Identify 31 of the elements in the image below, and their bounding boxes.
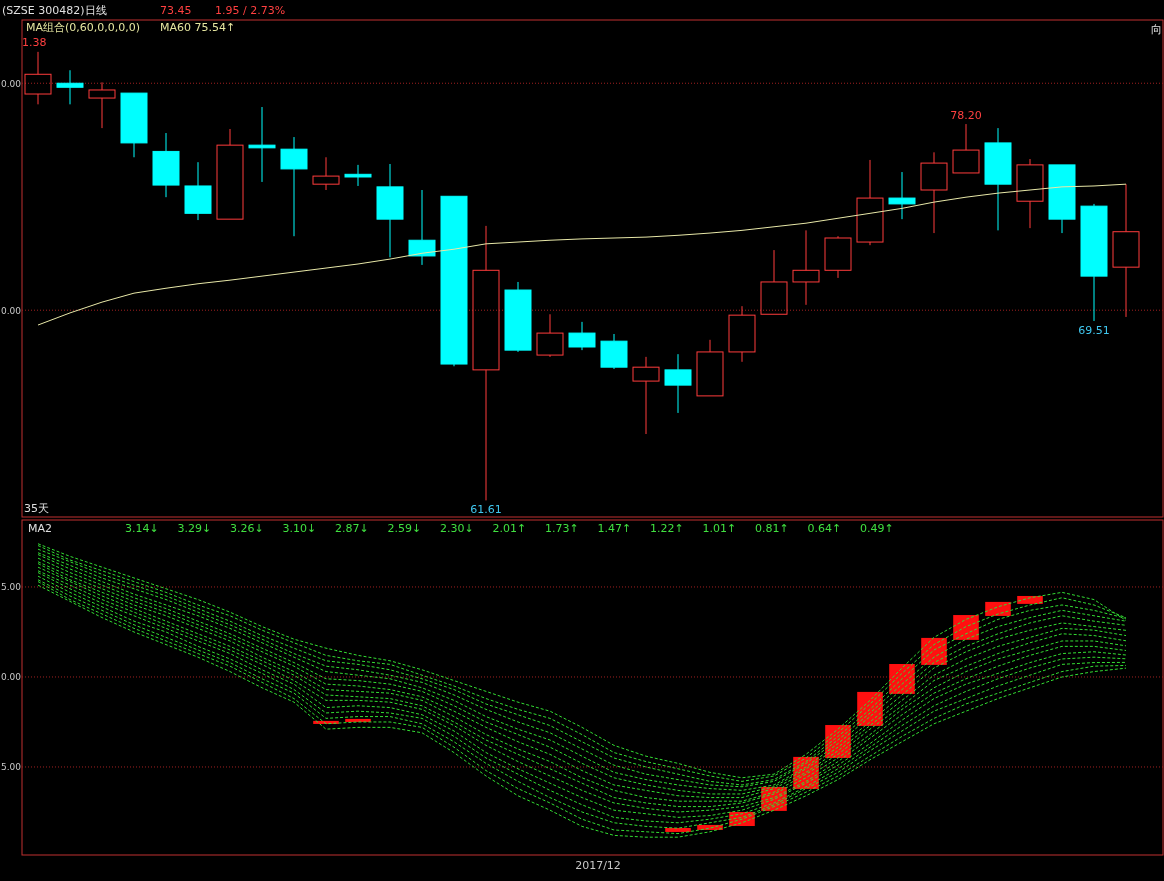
annotation: 3.14↓ [125, 522, 159, 535]
annotation: 0.49↑ [860, 522, 894, 535]
text: 1.95 / 2.73% [215, 4, 286, 17]
annotation: 1.01↑ [702, 522, 737, 535]
annotation: 2.87↓ [335, 522, 369, 535]
text: 向 [1151, 23, 1162, 36]
text: MA60 75.54↑ [160, 21, 236, 34]
y-tick-label: 5.00 [1, 582, 22, 593]
annotation: 0.81↑ [755, 522, 789, 535]
annotation: 2.59↓ [387, 522, 422, 535]
annotation: 1.47↑ [597, 522, 632, 535]
annotation: 2.01↑ [492, 522, 527, 535]
annotation: 78.20 [950, 109, 982, 123]
text: MA组合(0,60,0,0,0,0) [26, 21, 141, 34]
text: 1.38 [22, 36, 47, 49]
text: 35天 [24, 502, 49, 515]
text: 73.45 [160, 4, 192, 17]
text: 2017/12 [575, 859, 621, 872]
annotation: 3.26↓ [230, 522, 264, 535]
annotation: 1.22↑ [650, 522, 684, 535]
y-tick-label: 0.00 [1, 672, 22, 683]
annotation: 3.29↓ [177, 522, 212, 535]
annotation: 1.73↑ [545, 522, 579, 535]
chart-title: (SZSE 300482)日线 [2, 4, 107, 17]
text: 61.61 [470, 503, 502, 517]
annotation: 2.30↓ [440, 522, 474, 535]
y-tick-label: 5.00 [1, 762, 22, 773]
annotation: 3.10↓ [282, 522, 317, 535]
annotation: MA2 [28, 522, 53, 535]
annotation: 69.51 [1078, 323, 1110, 337]
annotation: 0.64↑ [807, 522, 842, 535]
